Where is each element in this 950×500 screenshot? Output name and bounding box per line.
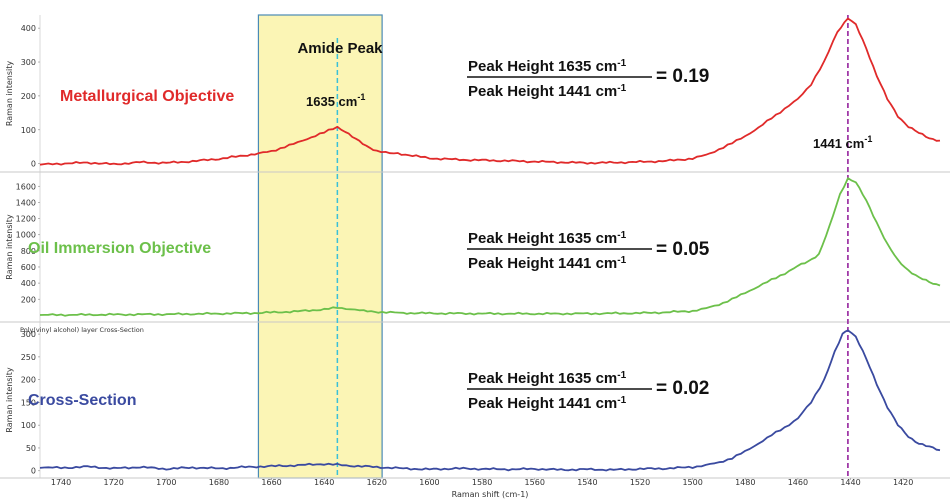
x-tick-label: 1440 xyxy=(840,478,860,487)
peak-1441-label: 1441 cm-1 xyxy=(813,134,872,151)
x-tick-label: 1560 xyxy=(525,478,545,487)
y-tick-label: 300 xyxy=(21,58,36,67)
svg-text:Peak Height 1635 cm-1: Peak Height 1635 cm-1 xyxy=(468,370,627,387)
x-tick-label: 1580 xyxy=(472,478,492,487)
panel-frames xyxy=(0,15,950,479)
y-axis-labels: Raman intensity Raman intensity Raman inte… xyxy=(5,61,14,433)
svg-text:= 0.02: = 0.02 xyxy=(656,378,709,399)
spectrum-line-0 xyxy=(39,17,941,166)
x-tick-label: 1500 xyxy=(682,478,702,487)
y-tick-label: 0 xyxy=(31,467,36,476)
x-tick-label: 1660 xyxy=(261,478,281,487)
svg-text:Peak Height 1441 cm-1: Peak Height 1441 cm-1 xyxy=(468,83,627,100)
y-tick-label: 200 xyxy=(21,376,36,385)
spectrum-line-2 xyxy=(39,329,941,472)
y-axis-label: Raman intensity xyxy=(5,214,14,280)
x-tick-label: 1700 xyxy=(156,478,176,487)
ratio-formula-metallurgical: Peak Height 1635 cm-1 Peak Height 1441 c… xyxy=(467,58,709,100)
x-tick-label: 1520 xyxy=(630,478,650,487)
x-tick-label: 1620 xyxy=(367,478,387,487)
y-tick-label: 0 xyxy=(31,160,36,169)
y-axis-label: Raman intensity xyxy=(5,61,14,127)
x-tick-label: 1680 xyxy=(209,478,229,487)
svg-text:Peak Height 1635 cm-1: Peak Height 1635 cm-1 xyxy=(468,58,627,75)
x-tick-label: 1540 xyxy=(577,478,597,487)
y-tick-label: 150 xyxy=(21,398,36,407)
y-tick-label: 50 xyxy=(26,444,36,453)
y-tick-label: 400 xyxy=(21,24,36,33)
x-tick-labels: 1740 1720 1700 1680 1660 1640 1620 1600 1580 1560… xyxy=(51,478,913,487)
y-tick-label: 100 xyxy=(21,421,36,430)
y-tick-label: 1400 xyxy=(16,198,36,207)
y-tick-label: 600 xyxy=(21,263,36,272)
series-name-oil-immersion: Oil Immersion Objective xyxy=(28,240,211,257)
y-tick-label: 300 xyxy=(21,330,36,339)
y-tick-label: 200 xyxy=(21,92,36,101)
y-tick-label: 1600 xyxy=(16,182,36,191)
series-name-metallurgical: Metallurgical Objective xyxy=(60,88,234,105)
spectrum-series xyxy=(39,17,941,472)
x-tick-label: 1740 xyxy=(51,478,71,487)
svg-text:= 0.05: = 0.05 xyxy=(656,239,710,260)
x-tick-label: 1480 xyxy=(735,478,755,487)
y-tick-label: 100 xyxy=(21,126,36,135)
y-tick-label: 400 xyxy=(21,279,36,288)
amide-highlight-band xyxy=(257,14,383,479)
svg-text:Peak Height 1441 cm-1: Peak Height 1441 cm-1 xyxy=(468,395,627,412)
spectrum-line-1 xyxy=(39,177,941,317)
x-tick-label: 1640 xyxy=(314,478,334,487)
y-tick-label: 1000 xyxy=(16,231,36,240)
cross-section-panel-title: Poly(vinyl alcohol) layer Cross-Section xyxy=(20,326,144,334)
y-axis-label: Raman intensity xyxy=(5,367,14,433)
x-axis-label: Raman shift (cm-1) xyxy=(452,490,529,499)
svg-text:= 0.19: = 0.19 xyxy=(656,66,709,87)
peak-1635-label: 1635 cm-1 xyxy=(306,92,365,109)
amide-peak-label: Amide Peak xyxy=(297,40,383,57)
series-name-cross-section: Cross-Section xyxy=(28,392,136,409)
x-tick-label: 1460 xyxy=(788,478,808,487)
y-tick-label: 250 xyxy=(21,353,36,362)
x-tick-label: 1600 xyxy=(419,478,439,487)
y-tick-labels: 0100200300400200400600800100012001400160… xyxy=(16,24,40,476)
x-tick-label: 1720 xyxy=(104,478,124,487)
svg-text:Peak Height 1635 cm-1: Peak Height 1635 cm-1 xyxy=(468,230,627,247)
y-tick-label: 800 xyxy=(21,247,36,256)
ratio-formula-cross-section: Peak Height 1635 cm-1 Peak Height 1441 c… xyxy=(467,370,709,412)
svg-text:Peak Height 1441 cm-1: Peak Height 1441 cm-1 xyxy=(468,255,627,272)
y-tick-label: 1200 xyxy=(16,215,36,224)
x-tick-label: 1420 xyxy=(893,478,913,487)
ratio-formula-oil-immersion: Peak Height 1635 cm-1 Peak Height 1441 c… xyxy=(467,230,710,272)
y-tick-label: 200 xyxy=(21,295,36,304)
